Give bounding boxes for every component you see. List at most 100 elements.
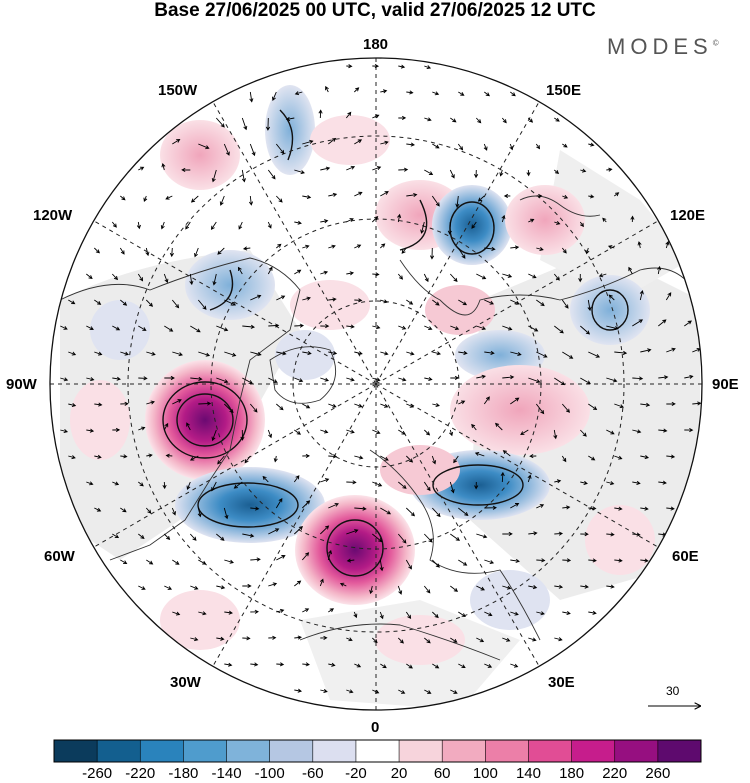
wind-arrow — [554, 220, 561, 225]
wind-arrow — [484, 299, 494, 305]
wind-arrow — [449, 481, 455, 494]
wind-arrow — [665, 240, 670, 249]
wind-arrow — [328, 192, 338, 197]
wind-arrow — [449, 273, 458, 283]
wind-arrow — [294, 169, 305, 175]
wind-arrow — [578, 273, 583, 283]
wind-arrow — [484, 559, 495, 565]
wind-arrow — [588, 506, 597, 511]
modes-logo: MODES© — [607, 34, 719, 59]
wind-arrow — [431, 559, 440, 568]
wind-arrow — [474, 481, 479, 490]
wind-arrow — [346, 529, 359, 535]
wind-arrow — [398, 429, 406, 435]
colorbar-swatch — [399, 740, 443, 762]
wind-arrow — [554, 479, 562, 484]
wind-arrow — [606, 167, 613, 172]
wind-arrow — [275, 195, 283, 203]
wind-arrow — [457, 247, 466, 259]
wind-arrow — [112, 325, 121, 331]
wind-arrow — [94, 454, 102, 459]
wind-arrow — [684, 427, 694, 433]
wind-reference-label: 30 — [666, 684, 680, 698]
wind-arrow — [658, 480, 667, 485]
wind-arrow — [510, 299, 520, 305]
wind-arrow — [484, 663, 493, 668]
wind-arrow — [346, 64, 353, 69]
wind-arrow — [68, 351, 77, 356]
wind-arrow — [499, 169, 504, 177]
wind-arrow — [345, 111, 352, 119]
wind-arrow — [520, 429, 529, 436]
colorbar-label: -20 — [345, 765, 367, 782]
colorbar-swatch — [226, 740, 271, 762]
wind-arrow — [423, 481, 431, 492]
wind-arrow — [328, 297, 337, 302]
wind-arrow — [372, 481, 383, 487]
wind-arrow — [216, 585, 226, 590]
wind-arrow — [554, 531, 564, 536]
wind-arrow — [502, 637, 511, 642]
wind-arrow — [476, 374, 486, 379]
wind-arrow — [190, 325, 201, 333]
wind-arrow — [276, 555, 286, 561]
wind-arrow — [380, 243, 386, 249]
wind-arrow — [372, 114, 380, 119]
wind-arrow — [60, 429, 69, 434]
wind-arrow — [294, 91, 303, 96]
wind-arrow — [285, 116, 295, 121]
colorbar-swatch — [183, 740, 228, 762]
wind-arrow — [268, 323, 280, 328]
wind-arrow — [138, 481, 144, 487]
label-150e: 150E — [546, 82, 582, 99]
wind-arrow — [145, 247, 150, 257]
wind-arrow — [94, 351, 103, 356]
wind-arrow — [398, 377, 407, 382]
wind-arrow — [275, 143, 285, 155]
wind-arrow — [172, 351, 183, 357]
wind-arrow — [301, 552, 310, 561]
wind-arrow — [198, 559, 207, 565]
wind-arrow — [372, 272, 380, 277]
wind-arrow — [346, 218, 354, 223]
wind-arrow — [224, 351, 237, 357]
wind-arrow — [510, 611, 519, 616]
wind-arrow — [223, 507, 229, 520]
wind-arrow — [302, 296, 311, 301]
wind-arrow — [509, 143, 514, 151]
colorbar-swatch — [442, 740, 486, 762]
wind-arrow — [632, 376, 644, 381]
wind-arrow — [163, 422, 169, 431]
wind-arrow — [406, 351, 415, 356]
wind-arrow — [138, 533, 145, 539]
wind-arrow — [640, 455, 650, 460]
wind-arrow — [397, 273, 404, 280]
wind-arrow — [450, 533, 461, 541]
wind-arrow — [453, 455, 459, 464]
wind-arrow — [536, 558, 546, 563]
wind-arrow — [588, 142, 595, 147]
wind-arrow — [562, 610, 571, 616]
wind-arrow — [146, 351, 156, 356]
wind-arrow — [398, 325, 407, 330]
wind-arrow — [458, 400, 466, 405]
wind-arrow — [579, 221, 584, 228]
colorbar-swatch — [140, 740, 184, 762]
map-border — [49, 57, 703, 711]
wind-arrow — [639, 290, 644, 301]
wind-arrow — [372, 429, 381, 435]
wind-arrow — [242, 324, 256, 329]
wind-arrow — [248, 195, 254, 206]
wind-arrow — [346, 271, 355, 276]
wind-arrow — [692, 401, 702, 406]
wind-arrow — [476, 585, 485, 591]
wind-arrow — [354, 139, 363, 145]
wind-arrow — [666, 454, 676, 459]
wind-arrow — [526, 169, 531, 177]
colorbar-swatch — [657, 740, 702, 762]
wind-arrow — [640, 348, 652, 353]
wind-arrow — [185, 221, 191, 230]
label-30w: 30W — [170, 674, 201, 691]
wind-arrow — [502, 375, 515, 380]
wind-arrow — [111, 273, 119, 281]
